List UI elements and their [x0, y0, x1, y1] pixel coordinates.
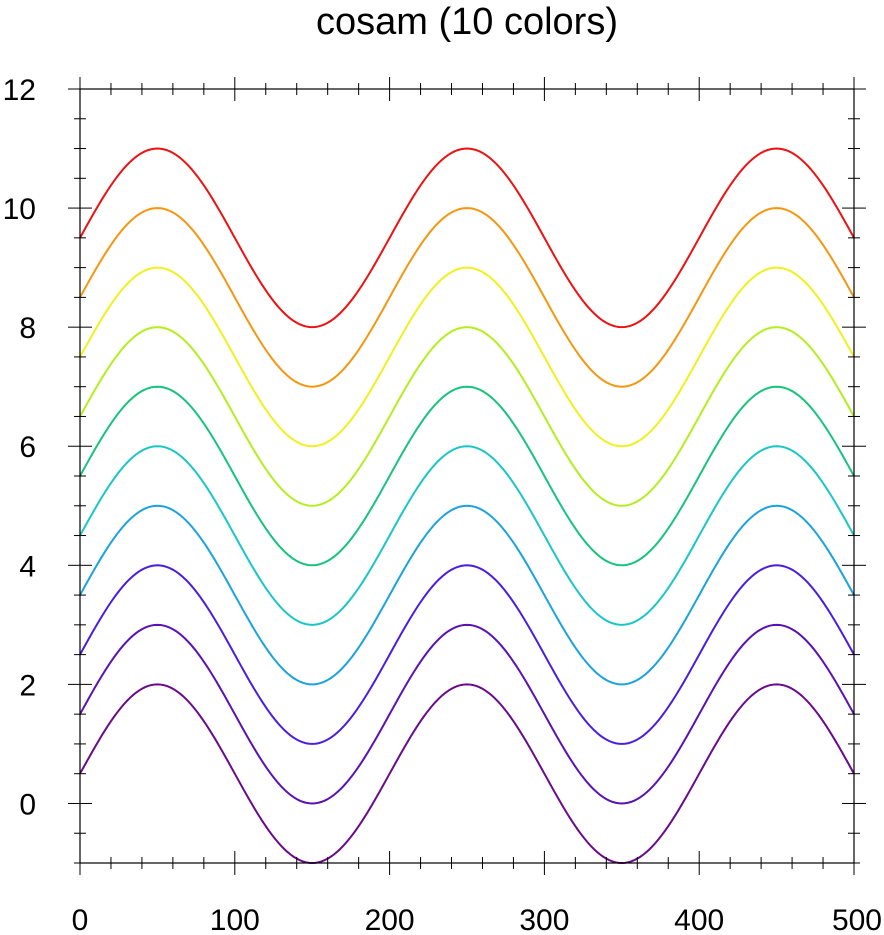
series-line-6: [79, 385, 855, 567]
plot-frame: [79, 88, 855, 864]
series-line-8: [79, 266, 855, 448]
y-tick-label: 6: [19, 431, 36, 464]
x-tick-label: 100: [210, 904, 260, 935]
chart-title: cosam (10 colors): [316, 1, 618, 43]
series-line-1: [79, 683, 855, 865]
series-line-2: [79, 623, 855, 805]
x-tick-label: 200: [365, 904, 415, 935]
y-tick-label: 12: [3, 74, 36, 107]
y-tick-label: 8: [19, 312, 36, 345]
series-layer: [79, 147, 855, 865]
x-tick-label: 300: [519, 904, 569, 935]
series-line-5: [79, 445, 855, 626]
series-line-4: [79, 504, 855, 686]
y-tick-label: 2: [19, 669, 36, 702]
axes-layer: [79, 88, 855, 864]
series-line-9: [79, 207, 855, 388]
x-tick-label: 400: [674, 904, 724, 935]
tick-labels-layer: 0 100 200 300 400 500 0 2 4 6 8 10 12: [3, 74, 882, 935]
x-tick-label: 500: [832, 904, 882, 935]
x-tick-label: 0: [72, 904, 89, 935]
y-tick-label: 0: [19, 788, 36, 821]
ticks-layer: [68, 77, 866, 875]
y-tick-label: 4: [19, 550, 36, 583]
series-line-7: [79, 326, 855, 507]
y-tick-label: 10: [3, 193, 36, 226]
series-line-10: [79, 147, 855, 329]
series-line-3: [79, 564, 855, 745]
